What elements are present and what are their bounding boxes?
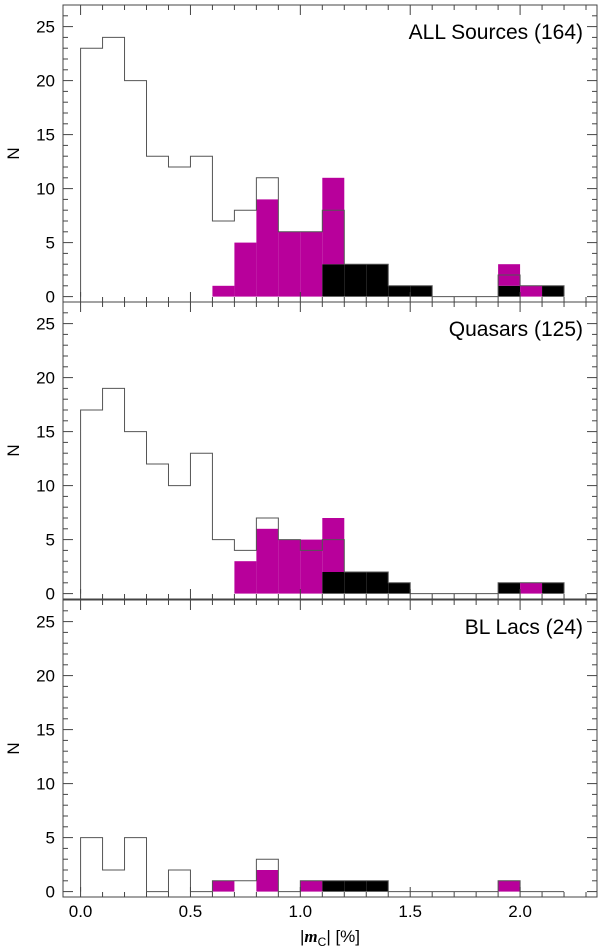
black-bar xyxy=(410,285,433,297)
x-axis-label: |mC| [%] xyxy=(300,927,360,949)
y-tick-label: 20 xyxy=(36,72,55,91)
y-tick-label: 0 xyxy=(46,288,55,307)
magenta-bar xyxy=(300,231,323,297)
magenta-bar xyxy=(256,199,279,297)
outline-histogram xyxy=(80,837,565,893)
y-tick-label: 10 xyxy=(36,775,55,794)
black-bar xyxy=(388,285,411,297)
y-axis-label: N xyxy=(4,444,23,456)
magenta-bar xyxy=(322,518,345,572)
black-bar xyxy=(344,572,367,594)
x-tick-label: 0.0 xyxy=(69,902,93,921)
y-tick-label: 15 xyxy=(36,721,55,740)
y-tick-label: 20 xyxy=(36,667,55,686)
magenta-bar xyxy=(256,528,279,594)
black-bar xyxy=(366,572,389,594)
x-axis-label-subscript: C xyxy=(318,935,327,949)
x-axis-label-symbol: m xyxy=(304,927,317,946)
magenta-bar xyxy=(300,880,323,892)
x-tick-label: 1.0 xyxy=(289,902,313,921)
black-bar xyxy=(322,880,345,892)
y-tick-label: 25 xyxy=(36,613,55,632)
magenta-bar xyxy=(234,561,257,594)
y-tick-label: 10 xyxy=(36,180,55,199)
y-tick-label: 20 xyxy=(36,369,55,388)
black-bar xyxy=(498,285,521,297)
magenta-bar xyxy=(278,231,301,297)
y-tick-label: 25 xyxy=(36,315,55,334)
outline-histogram xyxy=(80,387,565,595)
y-tick-label: 5 xyxy=(46,234,55,253)
x-tick-label: 0.5 xyxy=(179,902,203,921)
black-bar xyxy=(344,880,367,892)
x-axis-label-prefix: | xyxy=(300,927,304,946)
y-tick-label: 5 xyxy=(46,829,55,848)
magenta-bar xyxy=(520,582,543,594)
black-bar xyxy=(322,572,345,594)
black-bar xyxy=(388,582,411,594)
y-tick-label: 10 xyxy=(36,477,55,496)
y-axis-label: N xyxy=(4,147,23,159)
panel-title: BL Lacs (24) xyxy=(465,616,583,639)
panel-1: 0 5 10 15 20 25 N ALL Sources (164) xyxy=(4,4,598,307)
panel-frame xyxy=(62,599,598,898)
outline-histogram xyxy=(80,36,565,298)
panel-title: ALL Sources (164) xyxy=(409,21,583,44)
y-tick-label: 0 xyxy=(46,883,55,902)
black-bar xyxy=(498,582,521,594)
magenta-bar xyxy=(256,870,279,892)
black-bar xyxy=(542,285,565,297)
black-bar xyxy=(344,264,367,297)
magenta-bar xyxy=(322,177,345,265)
magenta-bar xyxy=(520,285,543,297)
y-axis-label: N xyxy=(4,742,23,754)
x-tick-label: 2.0 xyxy=(508,902,532,921)
black-bar xyxy=(366,880,389,892)
magenta-bar xyxy=(278,539,301,594)
y-tick-label: 15 xyxy=(36,423,55,442)
x-axis-label-suffix: | [%] xyxy=(326,927,360,946)
magenta-bar xyxy=(498,880,521,892)
y-tick-label: 15 xyxy=(36,126,55,145)
panel-2: 0 5 10 15 20 25 N Quasars (125) xyxy=(4,301,598,604)
magenta-bar xyxy=(212,285,235,297)
black-bar xyxy=(542,582,565,594)
black-bar xyxy=(366,264,389,297)
magenta-bar xyxy=(212,880,235,892)
panel-title: Quasars (125) xyxy=(449,318,583,341)
y-tick-label: 5 xyxy=(46,531,55,550)
panel-3: 0 5 10 15 20 25 N BL Lacs (24) xyxy=(4,599,598,902)
x-tick-label: 1.5 xyxy=(398,902,422,921)
magenta-bar xyxy=(234,242,257,297)
black-bar xyxy=(322,264,345,297)
magenta-bar xyxy=(300,539,323,594)
panel-frame xyxy=(62,301,598,600)
y-tick-label: 25 xyxy=(36,18,55,37)
y-tick-label: 0 xyxy=(46,585,55,604)
